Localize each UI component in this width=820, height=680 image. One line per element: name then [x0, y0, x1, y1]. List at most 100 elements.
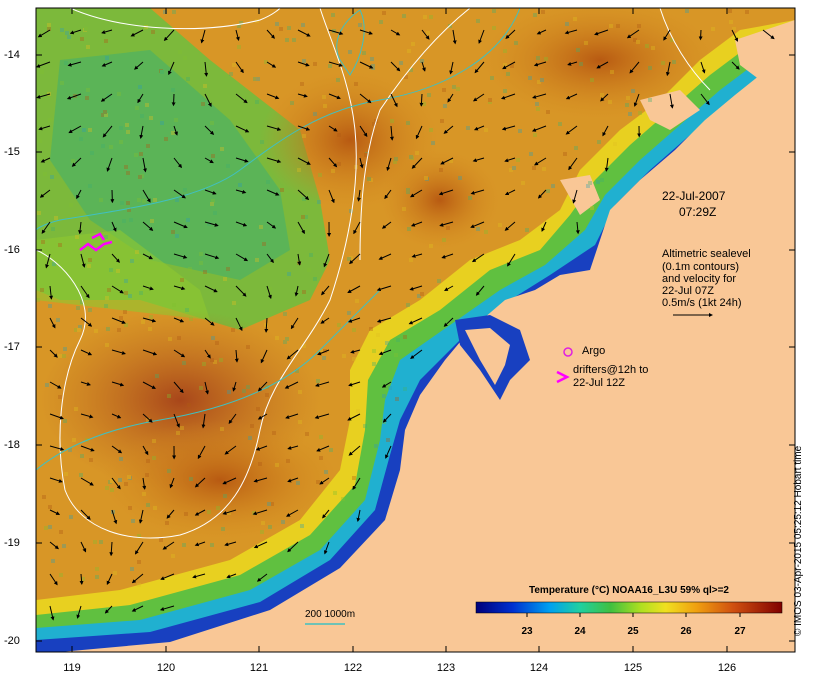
velocity-arrow: [101, 29, 113, 34]
velocity-arrow: [49, 605, 55, 621]
colorbar: [475, 601, 783, 614]
velocity-arrow: [222, 477, 237, 485]
velocity-arrow: [347, 317, 361, 323]
velocity-arrow: [80, 413, 94, 419]
velocity-arrow: [235, 317, 243, 332]
velocity-arrow: [504, 221, 516, 231]
velocity-arrow: [197, 445, 206, 460]
velocity-arrow: [731, 61, 740, 70]
velocity-arrow: [80, 445, 95, 452]
colorbar-tick-label: 26: [680, 626, 692, 637]
velocity-arrow: [350, 349, 361, 354]
y-tick-label: -19: [4, 537, 20, 549]
velocity-arrow: [232, 381, 237, 392]
velocity-arrow: [449, 61, 454, 75]
velocity-arrow: [564, 29, 578, 35]
velocity-arrow: [669, 93, 674, 109]
velocity-arrow: [356, 509, 361, 522]
velocity-arrow: [204, 221, 219, 227]
velocity-arrow: [286, 509, 299, 517]
x-tick-label: 121: [249, 662, 269, 674]
velocity-arrow: [204, 189, 217, 195]
velocity-arrow: [204, 349, 211, 359]
velocity-arrow: [297, 125, 311, 131]
velocity-arrow: [68, 125, 82, 134]
velocity-arrow: [665, 61, 671, 77]
velocity-arrow: [257, 381, 268, 392]
velocity-arrow: [49, 541, 59, 550]
velocity-arrow: [294, 285, 299, 297]
velocity-arrow: [173, 189, 186, 199]
velocity-arrow: [78, 221, 83, 235]
altimetry-line: and velocity for: [662, 273, 736, 285]
velocity-arrow: [142, 477, 147, 490]
velocity-arrow: [36, 61, 51, 68]
velocity-arrow: [194, 477, 206, 488]
velocity-arrow: [411, 157, 423, 169]
x-tick-label: 119: [63, 662, 81, 674]
velocity-arrow: [663, 29, 671, 41]
velocity-arrow: [137, 93, 144, 104]
x-tick-label: 120: [156, 662, 176, 674]
velocity-arrow: [286, 349, 299, 360]
velocity-arrow: [602, 125, 609, 137]
velocity-arrow: [235, 253, 249, 262]
velocity-arrow: [49, 445, 65, 451]
velocity-arrow: [297, 61, 310, 67]
velocity-arrow: [266, 253, 274, 264]
velocity-arrow: [160, 573, 175, 581]
velocity-arrow: [536, 29, 547, 35]
velocity-arrow: [347, 413, 361, 421]
velocity-arrow: [471, 253, 485, 263]
velocity-arrow: [321, 285, 330, 296]
velocity-arrow: [284, 381, 299, 389]
velocity-arrow: [287, 541, 299, 553]
velocity-arrow: [478, 29, 485, 44]
velocity-arrow: [173, 253, 188, 259]
drifter-tracks: [79, 232, 113, 252]
velocity-arrow: [266, 93, 280, 100]
x-tick-label: 125: [623, 662, 643, 674]
velocity-arrow: [106, 573, 113, 586]
velocity-arrow: [194, 541, 206, 547]
velocity-arrow: [49, 477, 63, 483]
velocity-arrow: [142, 253, 153, 260]
velocity-arrow: [111, 317, 126, 324]
velocity-arrow: [421, 61, 426, 72]
velocity-arrow: [138, 509, 144, 524]
velocity-arrow: [235, 157, 249, 163]
velocity-arrow: [111, 253, 120, 263]
land-mass: [60, 60, 795, 652]
velocity-arrow: [316, 445, 330, 452]
velocity-arrow: [162, 541, 175, 550]
y-tick-label: -15: [4, 146, 20, 158]
velocity-arrow: [234, 349, 239, 363]
velocity-arrow: [204, 157, 214, 164]
velocity-arrow: [452, 29, 457, 45]
x-tick-label: 122: [343, 662, 363, 674]
velocity-arrow: [319, 477, 330, 485]
velocity-arrow: [253, 541, 268, 549]
velocity-arrow: [415, 125, 423, 140]
velocity-arrow: [173, 125, 178, 136]
velocity-arrow: [443, 125, 454, 134]
velocity-arrow: [356, 189, 361, 202]
velocity-arrow: [204, 125, 215, 136]
velocity-arrow: [159, 605, 175, 611]
velocity-arrow: [504, 189, 516, 196]
velocity-arrow: [376, 285, 392, 292]
velocity-arrow: [410, 189, 423, 198]
velocity-arrow: [67, 61, 82, 67]
velocity-arrow: [537, 189, 547, 199]
velocity-arrow: [532, 93, 547, 99]
velocity-arrow: [359, 125, 368, 138]
velocity-arrow: [255, 445, 268, 451]
velocity-arrow: [698, 29, 703, 41]
velocity-arrow: [541, 221, 547, 232]
velocity-arrow: [204, 253, 220, 260]
velocity-arrow: [575, 221, 580, 235]
velocity-arrow: [109, 541, 114, 557]
velocity-arrow: [80, 509, 91, 520]
velocity-arrow: [500, 93, 516, 100]
